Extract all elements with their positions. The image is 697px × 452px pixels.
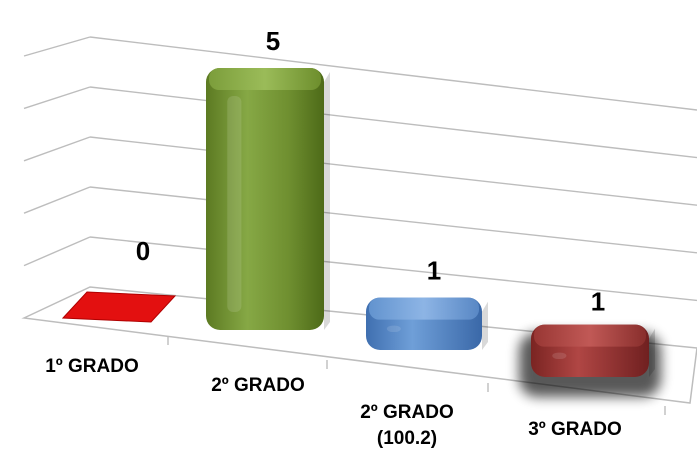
category-label: 3º GRADO — [528, 419, 622, 440]
bar-4 — [519, 324, 661, 397]
gridline — [23, 186, 697, 254]
data-label: 5 — [266, 26, 280, 56]
gridlines — [23, 36, 697, 302]
bars — [61, 68, 661, 397]
category-labels: 1º GRADO 2º GRADO 2º GRADO (100.2) 3º GRADO — [45, 356, 622, 449]
bar-2 — [206, 68, 330, 330]
gridline — [23, 36, 697, 111]
data-label: 1 — [427, 256, 441, 286]
data-label: 1 — [591, 287, 605, 317]
bar-1 — [61, 291, 177, 323]
gridline — [23, 86, 697, 159]
data-label: 0 — [136, 236, 150, 266]
chart-floor — [21, 286, 697, 404]
gridline — [23, 136, 697, 206]
floor-ticks — [167, 336, 666, 415]
category-label: 2º GRADO (100.2) — [360, 402, 454, 449]
data-labels: 0 5 1 1 — [136, 26, 605, 317]
category-label: 1º GRADO — [45, 356, 139, 377]
gridline — [23, 236, 697, 302]
category-label: 2º GRADO — [211, 375, 305, 396]
bar-3 — [366, 297, 488, 350]
